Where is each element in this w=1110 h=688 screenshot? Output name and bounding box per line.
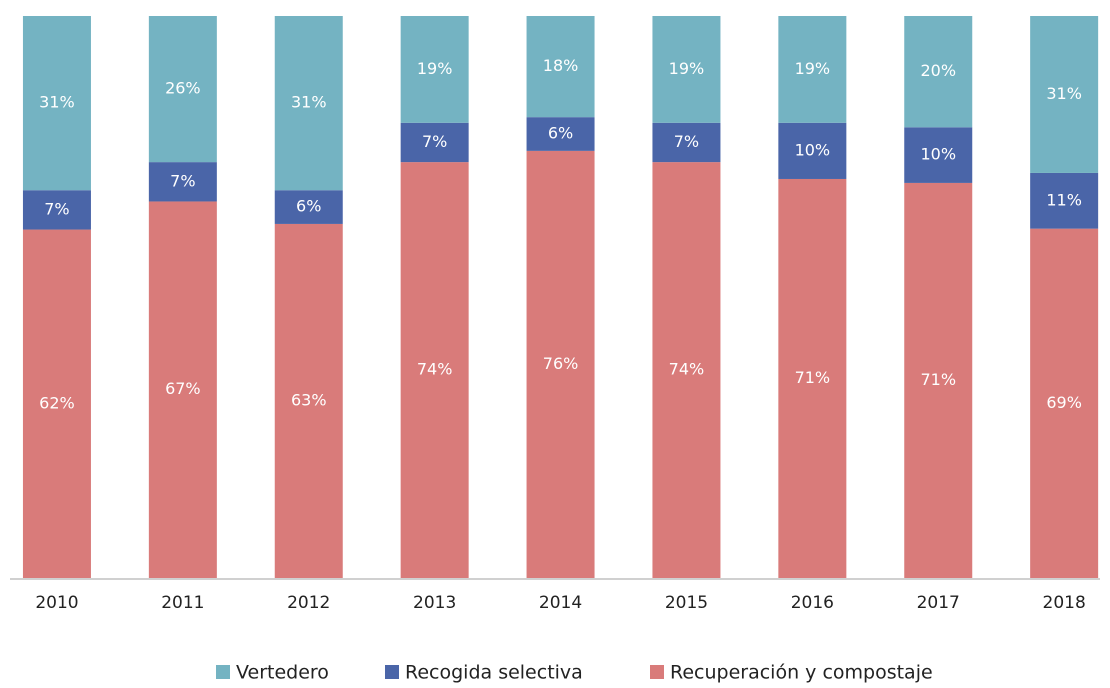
bar-segment — [652, 122, 721, 163]
bar-segment — [22, 16, 91, 191]
bar-segment — [274, 16, 343, 191]
data-label: 26% — [165, 79, 201, 98]
x-tick-label: 2018 — [1043, 593, 1086, 613]
bar-segment — [526, 150, 595, 578]
data-label: 67% — [165, 379, 201, 398]
bar-segment — [904, 127, 973, 183]
bar-segment — [400, 162, 469, 578]
data-label: 7% — [674, 132, 699, 151]
bar-segment — [652, 16, 721, 123]
data-label: 31% — [39, 93, 75, 112]
bar-segment — [778, 122, 847, 179]
bar-segment — [22, 229, 91, 578]
legend-label: Recuperación y compostaje — [670, 662, 933, 684]
legend-label: Recogida selectiva — [405, 662, 583, 684]
data-label: 10% — [920, 145, 956, 164]
x-tick-label: 2013 — [413, 593, 456, 613]
legend-swatch — [385, 665, 399, 679]
data-label: 19% — [669, 59, 705, 78]
x-tick-label: 2016 — [791, 593, 834, 613]
bar-segment — [1030, 172, 1099, 229]
legend-swatch — [216, 665, 230, 679]
bar-segment — [1030, 228, 1099, 578]
data-label: 7% — [44, 199, 69, 218]
data-label: 20% — [920, 61, 956, 80]
data-label: 71% — [795, 368, 831, 387]
data-label: 74% — [417, 360, 453, 379]
data-label: 69% — [1046, 393, 1082, 412]
data-label: 6% — [548, 124, 573, 143]
bar-segment — [148, 16, 217, 163]
bar-segment — [148, 201, 217, 578]
data-label: 19% — [417, 59, 453, 78]
bar-segment — [400, 122, 469, 163]
x-tick-label: 2017 — [917, 593, 960, 613]
x-tick-label: 2011 — [161, 593, 204, 613]
bar-segment — [526, 117, 595, 151]
data-label: 76% — [543, 354, 579, 373]
data-label: 63% — [291, 390, 327, 409]
x-tick-label: 2014 — [539, 593, 582, 613]
data-label: 74% — [669, 360, 705, 379]
data-label: 62% — [39, 393, 75, 412]
bar-segment — [1030, 16, 1099, 173]
data-label: 11% — [1046, 190, 1082, 209]
data-label: 7% — [422, 132, 447, 151]
x-tick-label: 2010 — [35, 593, 78, 613]
bar-segment — [778, 178, 847, 579]
data-label: 31% — [1046, 84, 1082, 103]
bar-segment — [904, 16, 973, 128]
bar-segment — [400, 16, 469, 123]
bar-segment — [22, 190, 91, 230]
data-label: 71% — [920, 370, 956, 389]
legend-swatch — [650, 665, 664, 679]
bar-segment — [652, 162, 721, 578]
data-label: 31% — [291, 93, 327, 112]
data-label: 7% — [170, 171, 195, 190]
data-label: 19% — [795, 59, 831, 78]
x-tick-label: 2015 — [665, 593, 708, 613]
bar-segment — [904, 182, 973, 578]
bar-segment — [274, 223, 343, 578]
data-label: 10% — [795, 140, 831, 159]
bar-segment — [148, 162, 217, 202]
bar-segment — [526, 16, 595, 118]
data-label: 6% — [296, 197, 321, 216]
bar-segment — [274, 190, 343, 224]
legend-label: Vertedero — [236, 662, 329, 684]
x-tick-label: 2012 — [287, 593, 330, 613]
data-label: 18% — [543, 56, 579, 75]
bar-segment — [778, 16, 847, 123]
